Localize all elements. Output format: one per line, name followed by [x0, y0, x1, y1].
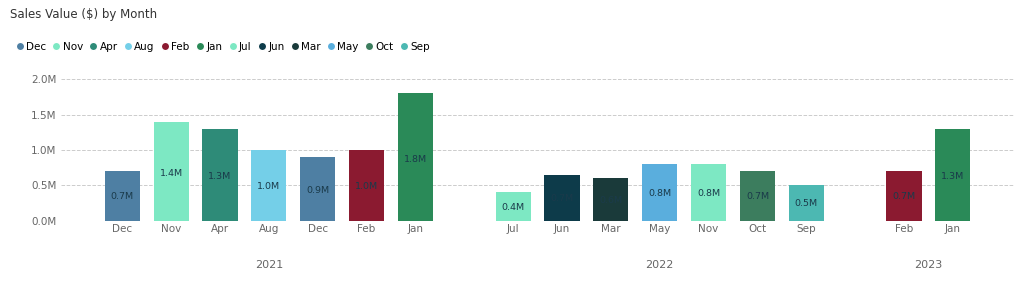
Bar — [740, 171, 775, 221]
Bar — [251, 150, 287, 221]
Text: 0.7M: 0.7M — [111, 192, 134, 201]
Bar — [154, 122, 188, 221]
Bar — [642, 164, 677, 221]
Text: 1.8M: 1.8M — [403, 155, 427, 164]
Bar — [788, 185, 824, 221]
Legend: Dec, Nov, Apr, Aug, Feb, Jan, Jul, Jun, Mar, May, Oct, Sep: Dec, Nov, Apr, Aug, Feb, Jan, Jul, Jun, … — [15, 42, 430, 52]
Text: 0.6M: 0.6M — [599, 196, 623, 205]
Text: 0.7M: 0.7M — [745, 192, 769, 201]
Text: 0.4M: 0.4M — [502, 203, 524, 212]
Bar — [935, 129, 971, 221]
Text: 1.0M: 1.0M — [355, 182, 378, 191]
Text: 1.4M: 1.4M — [160, 169, 182, 178]
Bar — [349, 150, 384, 221]
Bar — [398, 93, 433, 221]
Text: 1.3M: 1.3M — [941, 172, 965, 181]
Text: 0.8M: 0.8M — [648, 189, 672, 198]
Bar — [593, 178, 629, 221]
Text: 2021: 2021 — [255, 260, 283, 270]
Bar — [691, 164, 726, 221]
Text: 0.5M: 0.5M — [795, 199, 818, 208]
Bar — [496, 192, 530, 221]
Bar — [545, 175, 580, 221]
Text: Sales Value ($) by Month: Sales Value ($) by Month — [10, 8, 158, 22]
Bar — [887, 171, 922, 221]
Text: 0.9M: 0.9M — [306, 186, 330, 195]
Text: 1.0M: 1.0M — [257, 182, 281, 191]
Text: 1.3M: 1.3M — [209, 172, 231, 181]
Text: 2023: 2023 — [914, 260, 942, 270]
Text: 0.7M: 0.7M — [893, 192, 915, 201]
Bar — [104, 171, 140, 221]
Text: 0.7M: 0.7M — [551, 194, 573, 203]
Text: 0.8M: 0.8M — [697, 189, 720, 198]
Bar — [203, 129, 238, 221]
Bar — [300, 157, 335, 221]
Text: 2022: 2022 — [645, 260, 674, 270]
